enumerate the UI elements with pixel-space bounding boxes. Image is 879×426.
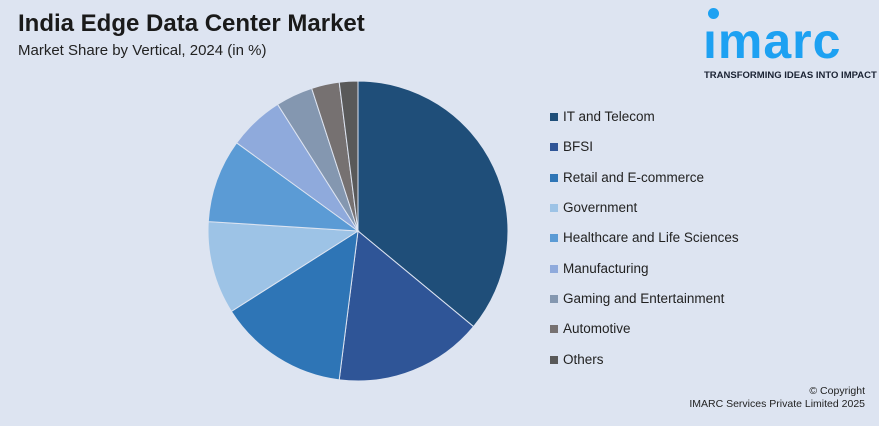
legend-label: Manufacturing bbox=[563, 260, 649, 276]
legend-item: Manufacturing bbox=[550, 253, 739, 283]
chart-subtitle: Market Share by Vertical, 2024 (in %) bbox=[18, 42, 267, 59]
legend-item: Healthcare and Life Sciences bbox=[550, 223, 739, 253]
chart-title: India Edge Data Center Market bbox=[18, 10, 365, 37]
legend-swatch bbox=[550, 234, 558, 243]
legend-label: Automotive bbox=[563, 321, 631, 337]
imarc-logo: ımarc TRANSFORMING IDEAS INTO IMPACT bbox=[700, 4, 877, 88]
legend-item: Others bbox=[550, 344, 739, 374]
pie-slice-healthcare-and-life-sciences bbox=[207, 142, 360, 232]
logo-dot bbox=[708, 8, 719, 19]
legend-item: Government bbox=[550, 193, 739, 223]
legend-swatch bbox=[550, 173, 558, 182]
legend-swatch bbox=[550, 143, 558, 152]
legend-swatch bbox=[550, 355, 558, 364]
company-line: IMARC Services Private Limited 2025 bbox=[689, 398, 865, 410]
legend: IT and Telecom BFSI Retail and E-commerce G… bbox=[550, 102, 739, 375]
legend-item: IT and Telecom bbox=[550, 102, 739, 132]
copyright: © Copyright IMARC Services Private Limit… bbox=[689, 385, 865, 411]
legend-swatch bbox=[550, 204, 558, 213]
pie-slice-it-and-telecom bbox=[357, 80, 509, 328]
legend-label: Retail and E-commerce bbox=[563, 169, 705, 185]
logo-word: ımarc bbox=[703, 13, 842, 69]
legend-item: Automotive bbox=[550, 314, 739, 344]
legend-label: Government bbox=[563, 200, 638, 216]
legend-label: Others bbox=[563, 351, 604, 367]
legend-swatch bbox=[550, 264, 558, 273]
legend-label: IT and Telecom bbox=[563, 109, 655, 125]
legend-swatch bbox=[550, 294, 558, 303]
logo-tagline: TRANSFORMING IDEAS INTO IMPACT bbox=[704, 70, 877, 81]
legend-label: BFSI bbox=[563, 139, 594, 155]
legend-label: Gaming and Entertainment bbox=[563, 290, 725, 306]
legend-swatch bbox=[550, 113, 558, 122]
legend-item: Gaming and Entertainment bbox=[550, 284, 739, 314]
legend-item: Retail and E-commerce bbox=[550, 163, 739, 193]
copyright-line: © Copyright bbox=[809, 385, 865, 397]
legend-label: Healthcare and Life Sciences bbox=[563, 230, 739, 246]
legend-item: BFSI bbox=[550, 132, 739, 162]
pie-slice-others bbox=[338, 80, 359, 232]
pie-slice-retail-and-e-commerce bbox=[230, 230, 359, 381]
pie-slice-government bbox=[207, 221, 360, 313]
legend-swatch bbox=[550, 325, 558, 334]
pie-slice-bfsi bbox=[338, 230, 475, 382]
